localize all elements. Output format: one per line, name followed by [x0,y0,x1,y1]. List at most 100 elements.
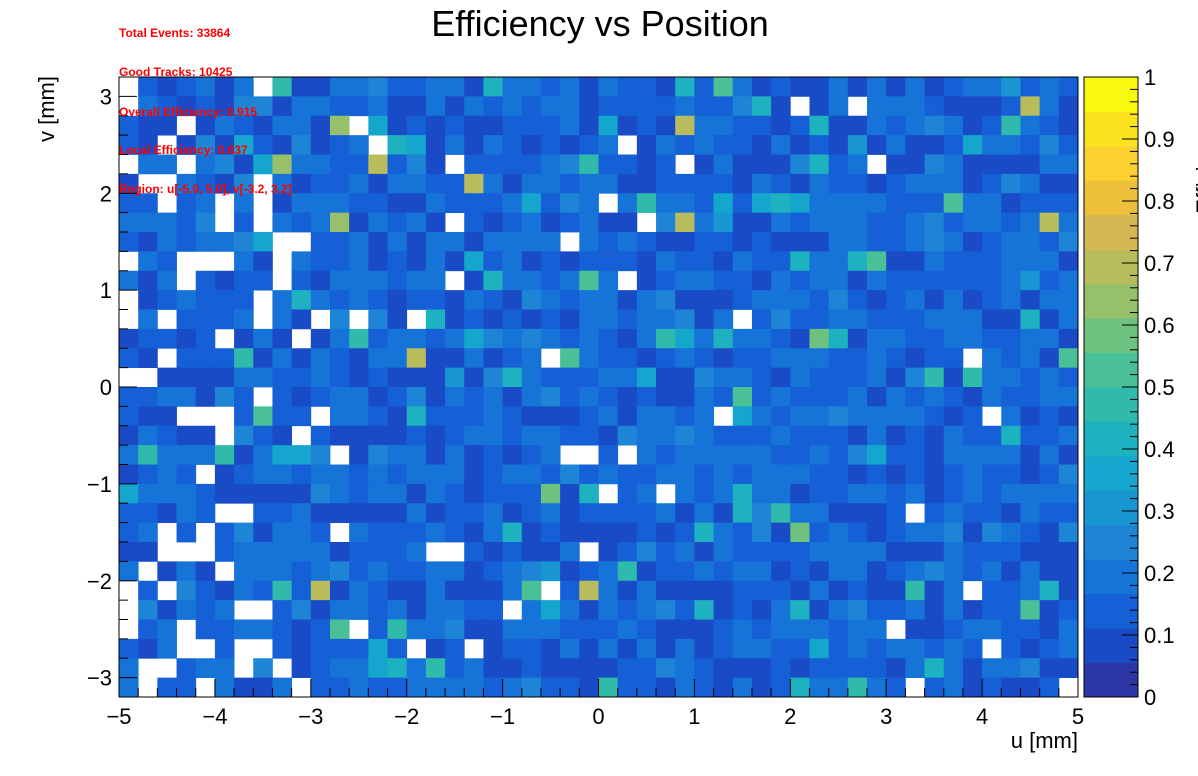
heatmap-cell [502,387,523,407]
heatmap-cell [329,425,350,446]
heatmap-cell [119,445,139,465]
heatmap-cell [176,425,197,446]
heatmap-cell [867,522,887,543]
heatmap-cell [291,348,312,369]
heatmap-cell [751,115,772,136]
heatmap-cell [138,154,158,175]
heatmap-cell [560,580,580,601]
heatmap-cell [119,638,139,659]
heatmap-cell [253,154,273,175]
heatmap-cell [1001,115,1021,136]
heatmap-cell [771,483,791,504]
heatmap-cell [790,561,810,582]
heatmap-cell [751,445,772,465]
heatmap-cell [790,290,810,310]
heatmap-cell [713,677,734,698]
heatmap-cell [617,96,638,117]
heatmap-cell [886,348,906,369]
heatmap-cell [349,425,369,446]
heatmap-cell [349,638,369,659]
heatmap-cell [253,135,273,155]
heatmap-cell [560,348,580,369]
heatmap-cell [790,367,810,388]
heatmap-cell [847,561,868,582]
heatmap-cell [924,115,945,136]
heatmap-cell [924,445,945,465]
heatmap-cell [157,503,177,524]
heatmap-cell [521,135,542,155]
heatmap-cell [291,503,312,524]
heatmap-cell [157,367,177,388]
heatmap-cell [387,309,408,330]
heatmap-cell [982,522,1002,543]
heatmap-cell [790,212,810,233]
heatmap-cell [119,425,139,446]
heatmap-cell [982,270,1002,291]
heatmap-cell [579,619,599,640]
heatmap-cell [579,154,599,175]
heatmap-cell [119,270,139,291]
heatmap-cell [502,212,523,233]
heatmap-cell [368,387,388,407]
heatmap-cell [1020,580,1041,601]
heatmap-cell [943,154,964,175]
heatmap-cell [636,425,657,446]
heatmap-cell [828,445,849,465]
heatmap-cell [406,193,427,214]
heatmap-cell [713,367,734,388]
heatmap-cell [656,600,676,620]
heatmap-cell [521,425,542,446]
heatmap-cell [1020,677,1041,698]
heatmap-cell [138,115,158,136]
heatmap-cell [540,503,561,524]
heatmap-cell [790,677,810,698]
heatmap-cell [483,658,503,679]
heatmap-cell [656,173,676,194]
heatmap-cell [310,173,331,194]
heatmap-cell [214,270,235,291]
heatmap-cell [349,580,369,601]
heatmap-cell [560,173,580,194]
heatmap-cell [886,135,906,155]
heatmap-cell [905,580,925,601]
heatmap-cell [790,309,810,330]
heatmap-cell [598,77,619,97]
heatmap-cell [560,561,580,582]
heatmap-cell [867,445,887,465]
heatmap-cell [886,367,906,388]
heatmap-cell [675,290,695,310]
heatmap-cell [445,309,465,330]
heatmap-cell [771,154,791,175]
heatmap-cell [445,251,465,272]
heatmap-cell [1001,154,1021,175]
heatmap-cell [867,212,887,233]
heatmap-cell [943,290,964,310]
heatmap-cell [540,96,561,117]
heatmap-cell [617,580,638,601]
heatmap-cell [886,522,906,543]
heatmap-cell [675,445,695,465]
heatmap-cell [368,309,388,330]
heatmap-cell [867,503,887,524]
heatmap-cell [1020,658,1041,679]
heatmap-cell [214,445,235,465]
heatmap-cell [943,542,964,562]
heatmap-cell [272,464,293,485]
heatmap-cell [291,464,312,485]
heatmap-cell [675,212,695,233]
heatmap-cell [540,638,561,659]
heatmap-cell [521,503,542,524]
heatmap-cell [905,290,925,310]
heatmap-cell [1020,154,1041,175]
heatmap-cell [502,135,523,155]
heatmap-cell [425,328,446,349]
heatmap-cell [579,77,599,97]
heatmap-cell [387,251,408,272]
heatmap-cell [1001,328,1021,349]
heatmap-cell [138,425,158,446]
heatmap-cell [751,425,772,446]
heatmap-cell [924,96,945,117]
heatmap-cell [790,503,810,524]
heatmap-cell [732,542,753,562]
heatmap-cell [675,328,695,349]
